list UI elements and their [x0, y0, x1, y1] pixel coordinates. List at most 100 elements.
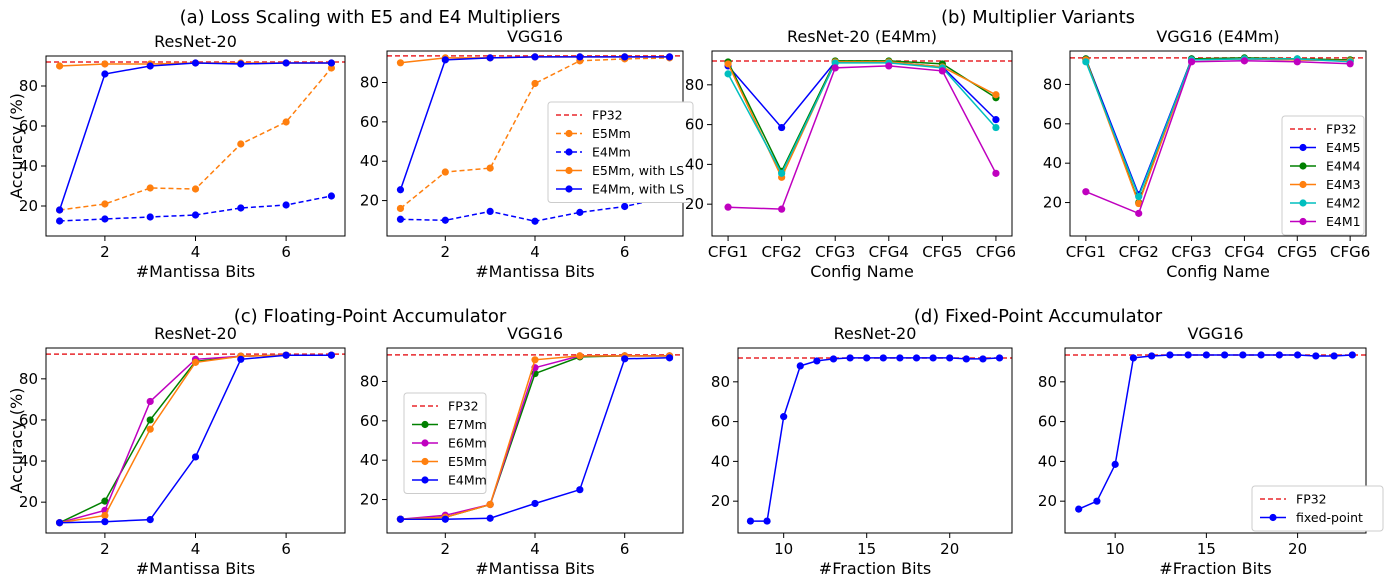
data-point — [101, 70, 109, 78]
data-point — [531, 53, 539, 61]
y-tick-label: 80 — [19, 77, 38, 95]
data-point — [992, 123, 1000, 132]
legend-marker — [1299, 217, 1307, 226]
x-axis-label: #Mantissa Bits — [136, 559, 255, 578]
data-point — [282, 59, 290, 67]
y-tick-label: 20 — [1043, 194, 1062, 212]
data-point — [531, 79, 539, 88]
data-point — [979, 355, 987, 363]
x-tick-label: CFG3 — [815, 243, 855, 261]
y-tick-label: 80 — [685, 76, 704, 94]
data-point — [1135, 209, 1143, 217]
legend-label: FP32 — [1326, 122, 1357, 137]
y-tick-label: 60 — [360, 412, 379, 430]
legend-marker — [421, 457, 429, 466]
x-tick-label: 2 — [441, 243, 451, 261]
data-point — [55, 62, 64, 70]
legend-marker — [1299, 199, 1307, 207]
y-tick-label: 40 — [19, 452, 38, 470]
y-tick-label: 80 — [19, 370, 38, 388]
panel-title: ResNet-20 — [154, 324, 237, 343]
data-point — [846, 354, 854, 362]
section-title-b: (b) Multiplier Variants — [941, 7, 1135, 28]
data-point — [938, 67, 946, 75]
data-point — [1346, 60, 1354, 68]
data-point — [778, 169, 786, 177]
y-tick-label: 80 — [360, 73, 379, 91]
data-point — [621, 355, 629, 363]
x-tick-label: CFG6 — [976, 243, 1016, 261]
panel-title: ResNet-20 (E4Mm) — [787, 27, 937, 46]
legend: FP32 E5Mm E4Mm E5Mm, with LS E4Mm, with LS — [547, 101, 694, 203]
y-tick-label: 20 — [19, 197, 38, 215]
x-axis-label: Config Name — [1166, 262, 1270, 281]
y-tick-label: 60 — [1038, 413, 1057, 431]
data-point — [327, 64, 336, 72]
data-point — [813, 357, 821, 365]
legend-marker — [421, 476, 429, 484]
data-point — [282, 201, 290, 209]
legend-label: E6Mm — [448, 436, 487, 451]
legend: FP32 E7Mm E6Mm E5Mm E4Mm — [403, 392, 487, 494]
data-point — [146, 62, 154, 70]
x-tick-label: 2 — [100, 540, 110, 558]
data-point — [1135, 193, 1143, 201]
plot-frame — [1069, 50, 1367, 237]
data-point — [486, 207, 494, 215]
x-tick-label: 15 — [1197, 540, 1216, 558]
legend-marker — [1299, 162, 1307, 170]
y-tick-label: 40 — [360, 152, 379, 170]
data-point — [1082, 188, 1090, 196]
data-point — [576, 486, 584, 494]
legend-marker — [1299, 180, 1307, 189]
data-point — [995, 354, 1004, 362]
data-point — [191, 358, 200, 366]
data-point — [1184, 351, 1192, 359]
plot-area — [387, 352, 683, 523]
y-tick-label: 60 — [1043, 115, 1062, 133]
panel-title: VGG16 — [507, 27, 563, 46]
data-point — [1293, 351, 1302, 359]
legend-marker — [1299, 143, 1307, 152]
data-point — [396, 186, 405, 194]
plot-area — [387, 53, 683, 225]
legend-box — [403, 392, 487, 494]
data-point — [1330, 352, 1338, 360]
y-tick-label: 60 — [19, 411, 38, 429]
legend-label: E4M4 — [1326, 159, 1361, 174]
data-point — [576, 208, 584, 216]
legend-label: E4Mm, with LS — [592, 182, 684, 197]
data-point — [327, 192, 336, 200]
y-tick-label: 40 — [360, 451, 379, 469]
data-point — [1093, 497, 1101, 505]
x-tick-label: 2 — [100, 243, 110, 261]
data-point — [486, 54, 494, 62]
legend: FP32 fixed-point — [1251, 485, 1384, 532]
data-point — [101, 215, 109, 223]
legend-label: FP32 — [592, 108, 623, 123]
x-axis-label: #Mantissa Bits — [136, 262, 255, 281]
data-point — [531, 356, 539, 364]
legend-box — [1251, 485, 1384, 532]
data-point — [1075, 505, 1083, 513]
legend-marker — [565, 148, 573, 156]
data-point — [101, 200, 109, 208]
plot-area — [738, 354, 1012, 525]
section-title-c: (c) Floating-Point Accumulator — [234, 306, 507, 327]
x-tick-label: 6 — [620, 540, 630, 558]
data-point — [396, 204, 405, 213]
data-point — [724, 60, 732, 68]
legend-label: E4Mm — [592, 145, 631, 160]
chart-panel-3: ResNet-20 (E4Mm) 20 40 60 80 CFG1 CFG2 CFG3 CFG4… — [685, 27, 1016, 281]
data-point — [576, 53, 584, 61]
data-point — [531, 499, 539, 508]
y-tick-label: 20 — [711, 492, 730, 510]
data-point — [831, 59, 839, 67]
data-point — [441, 515, 449, 523]
chart-panel-5: ResNet-20 20 40 60 80 2 4 6 #Mantissa Bits Accura… — [7, 324, 346, 578]
x-tick-label: 10 — [1106, 540, 1125, 558]
plot-area — [46, 351, 345, 527]
legend-marker — [565, 129, 573, 138]
y-tick-label: 80 — [360, 372, 379, 390]
plot-area — [1065, 351, 1366, 513]
